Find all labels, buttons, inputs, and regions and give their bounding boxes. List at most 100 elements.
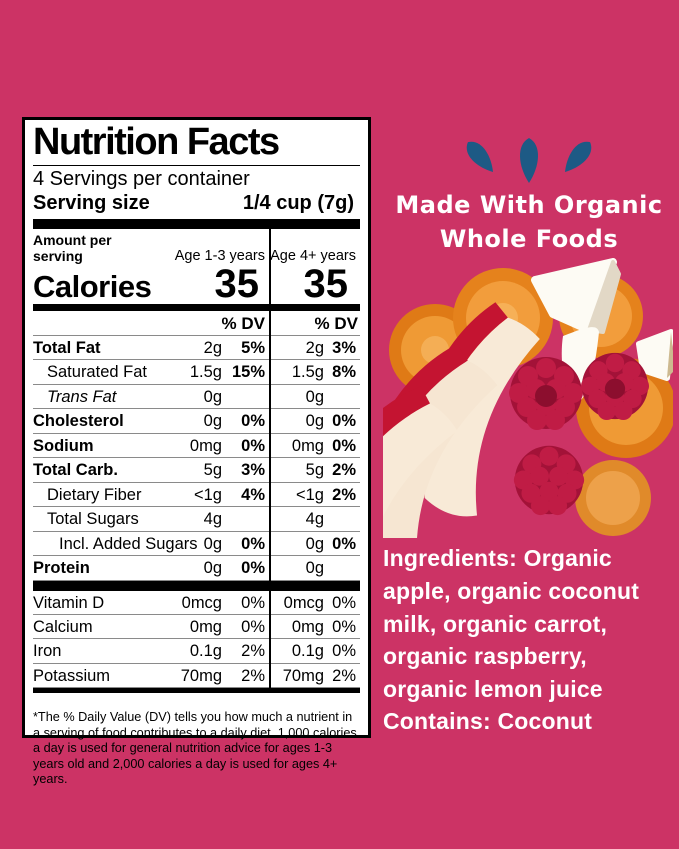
amount-age-1-3: 0mcg [181, 593, 222, 612]
thick-rule [33, 218, 360, 229]
amount-age-4plus: 2g [305, 338, 324, 357]
dv-age-4plus: 0% [332, 412, 356, 431]
nutrient-row-sodium: Sodium 0mg 0% 0mg 0% [33, 434, 360, 459]
amount-age-4plus: 0g [305, 559, 324, 578]
splash-droplets-icon [466, 138, 592, 183]
dv-age-1-3: 0% [241, 559, 265, 578]
nutrient-name: Total Fat [33, 338, 101, 357]
dv-age-1-3: 0% [241, 436, 265, 455]
nutrient-row-added-sugars: Incl. Added Sugars 0g 0% 0g 0% [33, 532, 360, 557]
dv-age-1-3: 2% [241, 666, 265, 685]
servings-per-container: 4 Servings per container [33, 167, 250, 190]
calories-row: Calories 35 35 [33, 261, 360, 306]
dv-age-1-3: 5% [241, 338, 265, 357]
dv-age-4plus: 2% [332, 485, 356, 504]
amount-age-1-3: 70mg [180, 666, 222, 685]
amount-age-1-3: 4g [203, 510, 222, 529]
nutrient-name: Vitamin D [33, 593, 105, 612]
vitamin-row-potassium: Potassium 70mg 2% 70mg 2% [33, 664, 360, 689]
calories-value-age-4plus: 35 [303, 261, 349, 306]
ingredients-line: organic lemon juice [383, 675, 603, 702]
amount-age-4plus: 0g [305, 534, 324, 553]
nutrient-name: Cholesterol [33, 412, 124, 431]
amount-age-1-3: 1.5g [189, 363, 222, 382]
nutrient-row-total-carb: Total Carb. 5g 3% 5g 2% [33, 458, 360, 483]
nutrition-facts-title: Nutrition Facts [33, 121, 280, 163]
nutrient-row-dietary-fiber: Dietary Fiber <1g 4% <1g 2% [33, 483, 360, 508]
dv-age-4plus: 0% [332, 617, 356, 636]
calories-value-age-1-3: 35 [214, 261, 260, 306]
amount-age-4plus: 0g [305, 387, 324, 406]
dv-age-4plus: 0% [332, 642, 356, 661]
age-header-row: Amount per serving Age 1-3 years Age 4+ … [33, 229, 360, 266]
headline-line-1: Made With Organic [395, 191, 663, 219]
thick-rule [33, 580, 360, 591]
dv-age-1-3: 0% [241, 617, 265, 636]
age-4plus-column-header: Age 4+ years [270, 247, 356, 264]
dv-age-1-3: 15% [231, 363, 265, 382]
nutrient-name: Calcium [33, 617, 93, 636]
vitamin-row-iron: Iron 0.1g 2% 0.1g 0% [33, 639, 360, 664]
nutrient-name: Total Sugars [47, 510, 139, 529]
dv-age-1-3: 0% [241, 534, 265, 553]
dv-age-1-3: 2% [241, 642, 265, 661]
nutrient-row-trans-fat: Trans Fat 0g 0g [33, 385, 360, 410]
nutrient-name: Total Carb. [33, 461, 118, 480]
ingredients-line: apple, organic coconut [383, 577, 640, 604]
contains-statement: Contains: Coconut [383, 708, 593, 735]
nutrient-row-total-sugars: Total Sugars 4g 4g [33, 507, 360, 532]
dv-header-age-4plus: % DV [314, 313, 358, 333]
headline-line-2: Whole Foods [439, 224, 619, 253]
amount-age-1-3: 0.1g [189, 642, 222, 661]
divider [33, 164, 360, 166]
nutrient-name: Iron [33, 642, 62, 661]
amount-per-serving-label: Amount per serving [33, 231, 112, 264]
ingredients-line: milk, organic carrot, [383, 610, 608, 637]
amount-age-1-3: 0g [203, 387, 222, 406]
medium-rule [33, 303, 360, 311]
dv-age-1-3: 4% [241, 485, 265, 504]
nutrient-name: Trans Fat [47, 387, 117, 406]
amount-age-4plus: 0.1g [291, 642, 324, 661]
amount-age-4plus: 70mg [282, 666, 324, 685]
vitamin-row-vitamin-d: Vitamin D 0mcg 0% 0mcg 0% [33, 591, 360, 615]
dv-age-4plus: 0% [332, 534, 356, 553]
ingredients-text: Ingredients: Organic apple, organic coco… [383, 542, 675, 738]
percent-dv-header-row: % DV % DV [33, 311, 360, 336]
dv-age-4plus: 2% [332, 666, 356, 685]
nutrient-row-protein: Protein 0g 0% 0g [33, 556, 360, 581]
amount-age-4plus: 0mg [291, 617, 324, 636]
calories-label: Calories [33, 268, 152, 304]
amount-age-4plus: 0g [305, 412, 324, 431]
amount-age-1-3: 5g [203, 461, 222, 480]
dv-age-1-3: 3% [241, 461, 265, 480]
dv-age-4plus: 0% [332, 593, 356, 612]
made-with-organic-headline: Made With Organic Whole Foods [383, 189, 675, 256]
age-1-3-column-header: Age 1-3 years [174, 247, 265, 264]
amount-age-4plus: 0mg [291, 436, 324, 455]
amount-age-4plus: 5g [305, 461, 324, 480]
serving-size-value: 1/4 cup (7g) [242, 191, 354, 214]
nutrient-row-cholesterol: Cholesterol 0g 0% 0g 0% [33, 409, 360, 434]
amount-age-4plus: 0mcg [283, 593, 324, 612]
nutrition-facts-label: Nutrition Facts 4 Servings per container… [22, 117, 371, 786]
daily-value-footnote: *The % Daily Value (DV) tells you how mu… [33, 710, 357, 787]
amount-age-1-3: 0mg [189, 617, 222, 636]
amount-age-1-3: 2g [203, 338, 222, 357]
nutrient-name: Saturated Fat [47, 363, 147, 382]
dv-age-4plus: 8% [332, 363, 356, 382]
dv-age-4plus: 2% [332, 461, 356, 480]
dv-age-1-3: 0% [241, 593, 265, 612]
apple-slices [383, 302, 540, 539]
dv-header-age-1-3: % DV [221, 313, 265, 333]
raspberries [509, 353, 650, 516]
amount-age-4plus: 1.5g [291, 363, 324, 382]
vitamin-row-calcium: Calcium 0mg 0% 0mg 0% [33, 615, 360, 640]
dv-age-4plus: 0% [332, 436, 356, 455]
nutrient-name: Protein [33, 559, 90, 578]
nutrient-row-total-fat: Total Fat 2g 5% 2g 3% [33, 336, 360, 361]
ingredients-line: Ingredients: Organic [383, 545, 612, 572]
right-panel: Made With Organic Whole Foods [383, 105, 675, 738]
thin-black-rule [33, 688, 360, 694]
serving-size-label: Serving size [33, 191, 150, 214]
